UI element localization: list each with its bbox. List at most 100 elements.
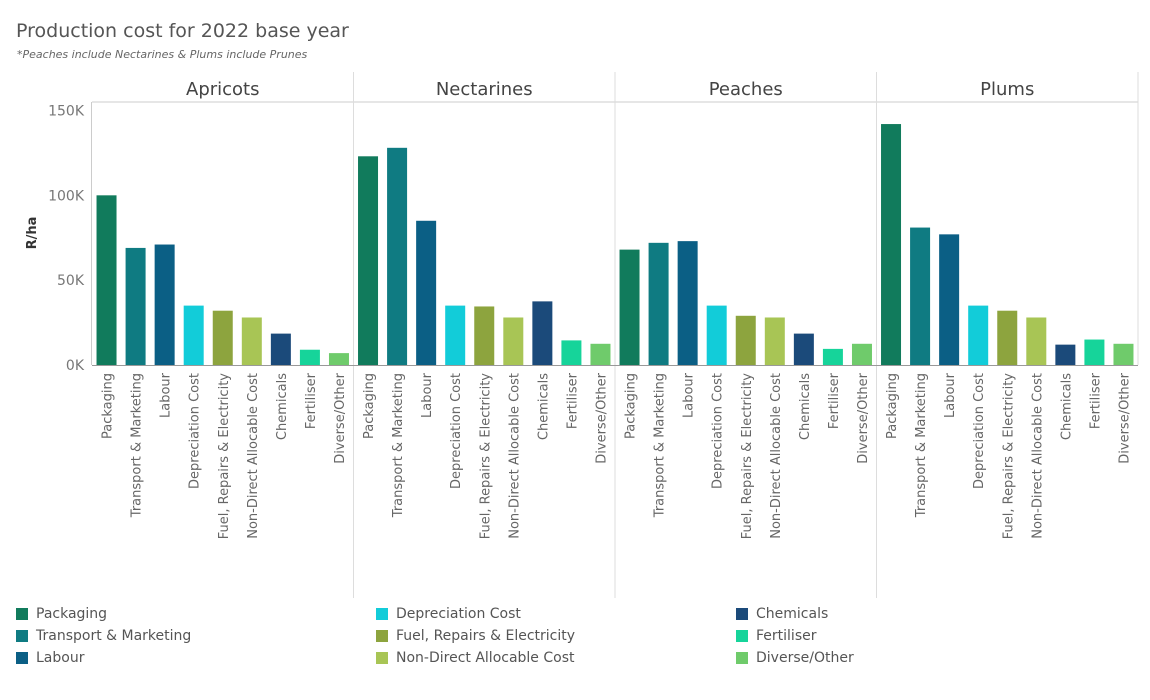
bar	[299, 349, 320, 365]
panel-title: Plums	[980, 79, 1034, 100]
x-tick-label: Labour	[943, 372, 958, 418]
legend-swatch	[16, 608, 28, 620]
y-tick-label: 0K	[66, 358, 85, 374]
bar	[822, 348, 843, 365]
bar	[910, 227, 931, 365]
legend-item[interactable]: Transport & Marketing	[16, 628, 191, 644]
x-tick-label: Diverse/Other	[1117, 372, 1132, 463]
x-tick-label: Packaging	[362, 373, 377, 439]
bar	[706, 305, 727, 365]
x-tick-label: Fuel, Repairs & Electricity	[217, 373, 232, 540]
legend-label: Fuel, Repairs & Electricity	[396, 628, 576, 644]
bar	[358, 156, 379, 365]
x-tick-label: Packaging	[885, 373, 900, 439]
x-tick-label: Diverse/Other	[856, 372, 871, 463]
x-tick-label: Depreciation Cost	[972, 373, 987, 489]
faceted-bar-chart: 0K 50K 100K 150K R/ha Apricots Packaging Transp…	[25, 72, 1139, 598]
bar	[793, 333, 814, 365]
bar	[677, 241, 698, 365]
legend-label: Packaging	[36, 606, 108, 622]
bar	[881, 124, 902, 365]
bar	[939, 234, 960, 365]
x-tick-label: Fertiliser	[304, 372, 319, 429]
x-tick-label: Packaging	[101, 373, 116, 439]
legend-item[interactable]: Chemicals	[736, 606, 828, 622]
bar	[241, 317, 262, 365]
bar	[1026, 317, 1047, 365]
legend-label: Chemicals	[756, 606, 829, 622]
y-axis-label: R/ha	[25, 217, 40, 250]
legend-swatch	[736, 652, 748, 664]
bar	[212, 310, 233, 365]
legend-item[interactable]: Labour	[16, 650, 84, 666]
x-tick-label: Depreciation Cost	[711, 373, 726, 489]
x-tick-label: Non-Direct Allocable Cost	[507, 373, 522, 539]
x-tick-label: Transport & Marketing	[914, 373, 929, 518]
legend-item[interactable]: Fertiliser	[736, 628, 816, 644]
x-tick-label: Diverse/Other	[594, 372, 609, 463]
bar	[968, 305, 989, 365]
bar	[154, 244, 175, 365]
x-tick-label: Chemicals	[275, 373, 290, 440]
x-tick-label: Transport & Marketing	[653, 373, 668, 518]
legend-item[interactable]: Depreciation Cost	[376, 606, 521, 622]
x-tick-label: Depreciation Cost	[188, 373, 203, 489]
legend-swatch	[376, 630, 388, 642]
bar	[851, 343, 872, 365]
legend-item[interactable]: Non-Direct Allocable Cost	[376, 650, 575, 666]
legend-swatch	[376, 652, 388, 664]
x-tick-label: Fuel, Repairs & Electricity	[1001, 373, 1016, 540]
legend-item[interactable]: Packaging	[16, 606, 107, 622]
bar	[387, 147, 408, 365]
bar	[183, 305, 204, 365]
x-tick-label: Fuel, Repairs & Electricity	[740, 373, 755, 540]
x-tick-label: Transport & Marketing	[130, 373, 145, 518]
bar	[997, 310, 1018, 365]
x-tick-label: Chemicals	[536, 373, 551, 440]
y-tick-label: 100K	[48, 188, 85, 204]
x-tick-label: Chemicals	[1059, 373, 1074, 440]
bar	[619, 249, 640, 365]
bar	[764, 317, 785, 365]
legend-swatch	[736, 608, 748, 620]
chart-subtitle: *Peaches include Nectarines & Plums incl…	[17, 48, 308, 61]
x-tick-label: Depreciation Cost	[449, 373, 464, 489]
legend-swatch	[16, 630, 28, 642]
bar	[96, 195, 117, 365]
legend-label: Labour	[36, 650, 85, 666]
x-tick-label: Non-Direct Allocable Cost	[769, 373, 784, 539]
legend-swatch	[376, 608, 388, 620]
x-tick-label: Labour	[159, 372, 174, 418]
legend-swatch	[16, 652, 28, 664]
legend-item[interactable]: Diverse/Other	[736, 650, 854, 666]
bar	[1055, 344, 1076, 365]
bar	[532, 301, 553, 365]
bar	[125, 247, 146, 365]
bar	[416, 220, 437, 365]
y-tick-label: 150K	[48, 103, 85, 119]
legend-swatch	[736, 630, 748, 642]
x-tick-label: Non-Direct Allocable Cost	[246, 373, 261, 539]
x-tick-label: Non-Direct Allocable Cost	[1030, 373, 1045, 539]
bar	[474, 306, 495, 365]
bar	[445, 305, 466, 365]
x-tick-label: Fertiliser	[827, 372, 842, 429]
bar	[1113, 343, 1134, 365]
panel-title: Nectarines	[436, 79, 533, 100]
x-tick-label: Labour	[682, 372, 697, 418]
x-tick-label: Fuel, Repairs & Electricity	[478, 373, 493, 540]
bar	[328, 353, 349, 365]
legend-label: Diverse/Other	[756, 650, 854, 666]
legend-label: Depreciation Cost	[396, 606, 521, 622]
legend: Packaging Transport & Marketing Labour Depr…	[16, 606, 1116, 676]
bar	[561, 340, 582, 365]
x-tick-label: Diverse/Other	[333, 372, 348, 463]
bar	[735, 315, 756, 365]
bar	[1084, 339, 1105, 365]
legend-item[interactable]: Fuel, Repairs & Electricity	[376, 628, 575, 644]
legend-label: Non-Direct Allocable Cost	[396, 650, 575, 666]
x-tick-label: Transport & Marketing	[391, 373, 406, 518]
legend-label: Fertiliser	[756, 628, 817, 644]
chart-title: Production cost for 2022 base year	[16, 20, 349, 42]
legend-label: Transport & Marketing	[36, 628, 192, 644]
